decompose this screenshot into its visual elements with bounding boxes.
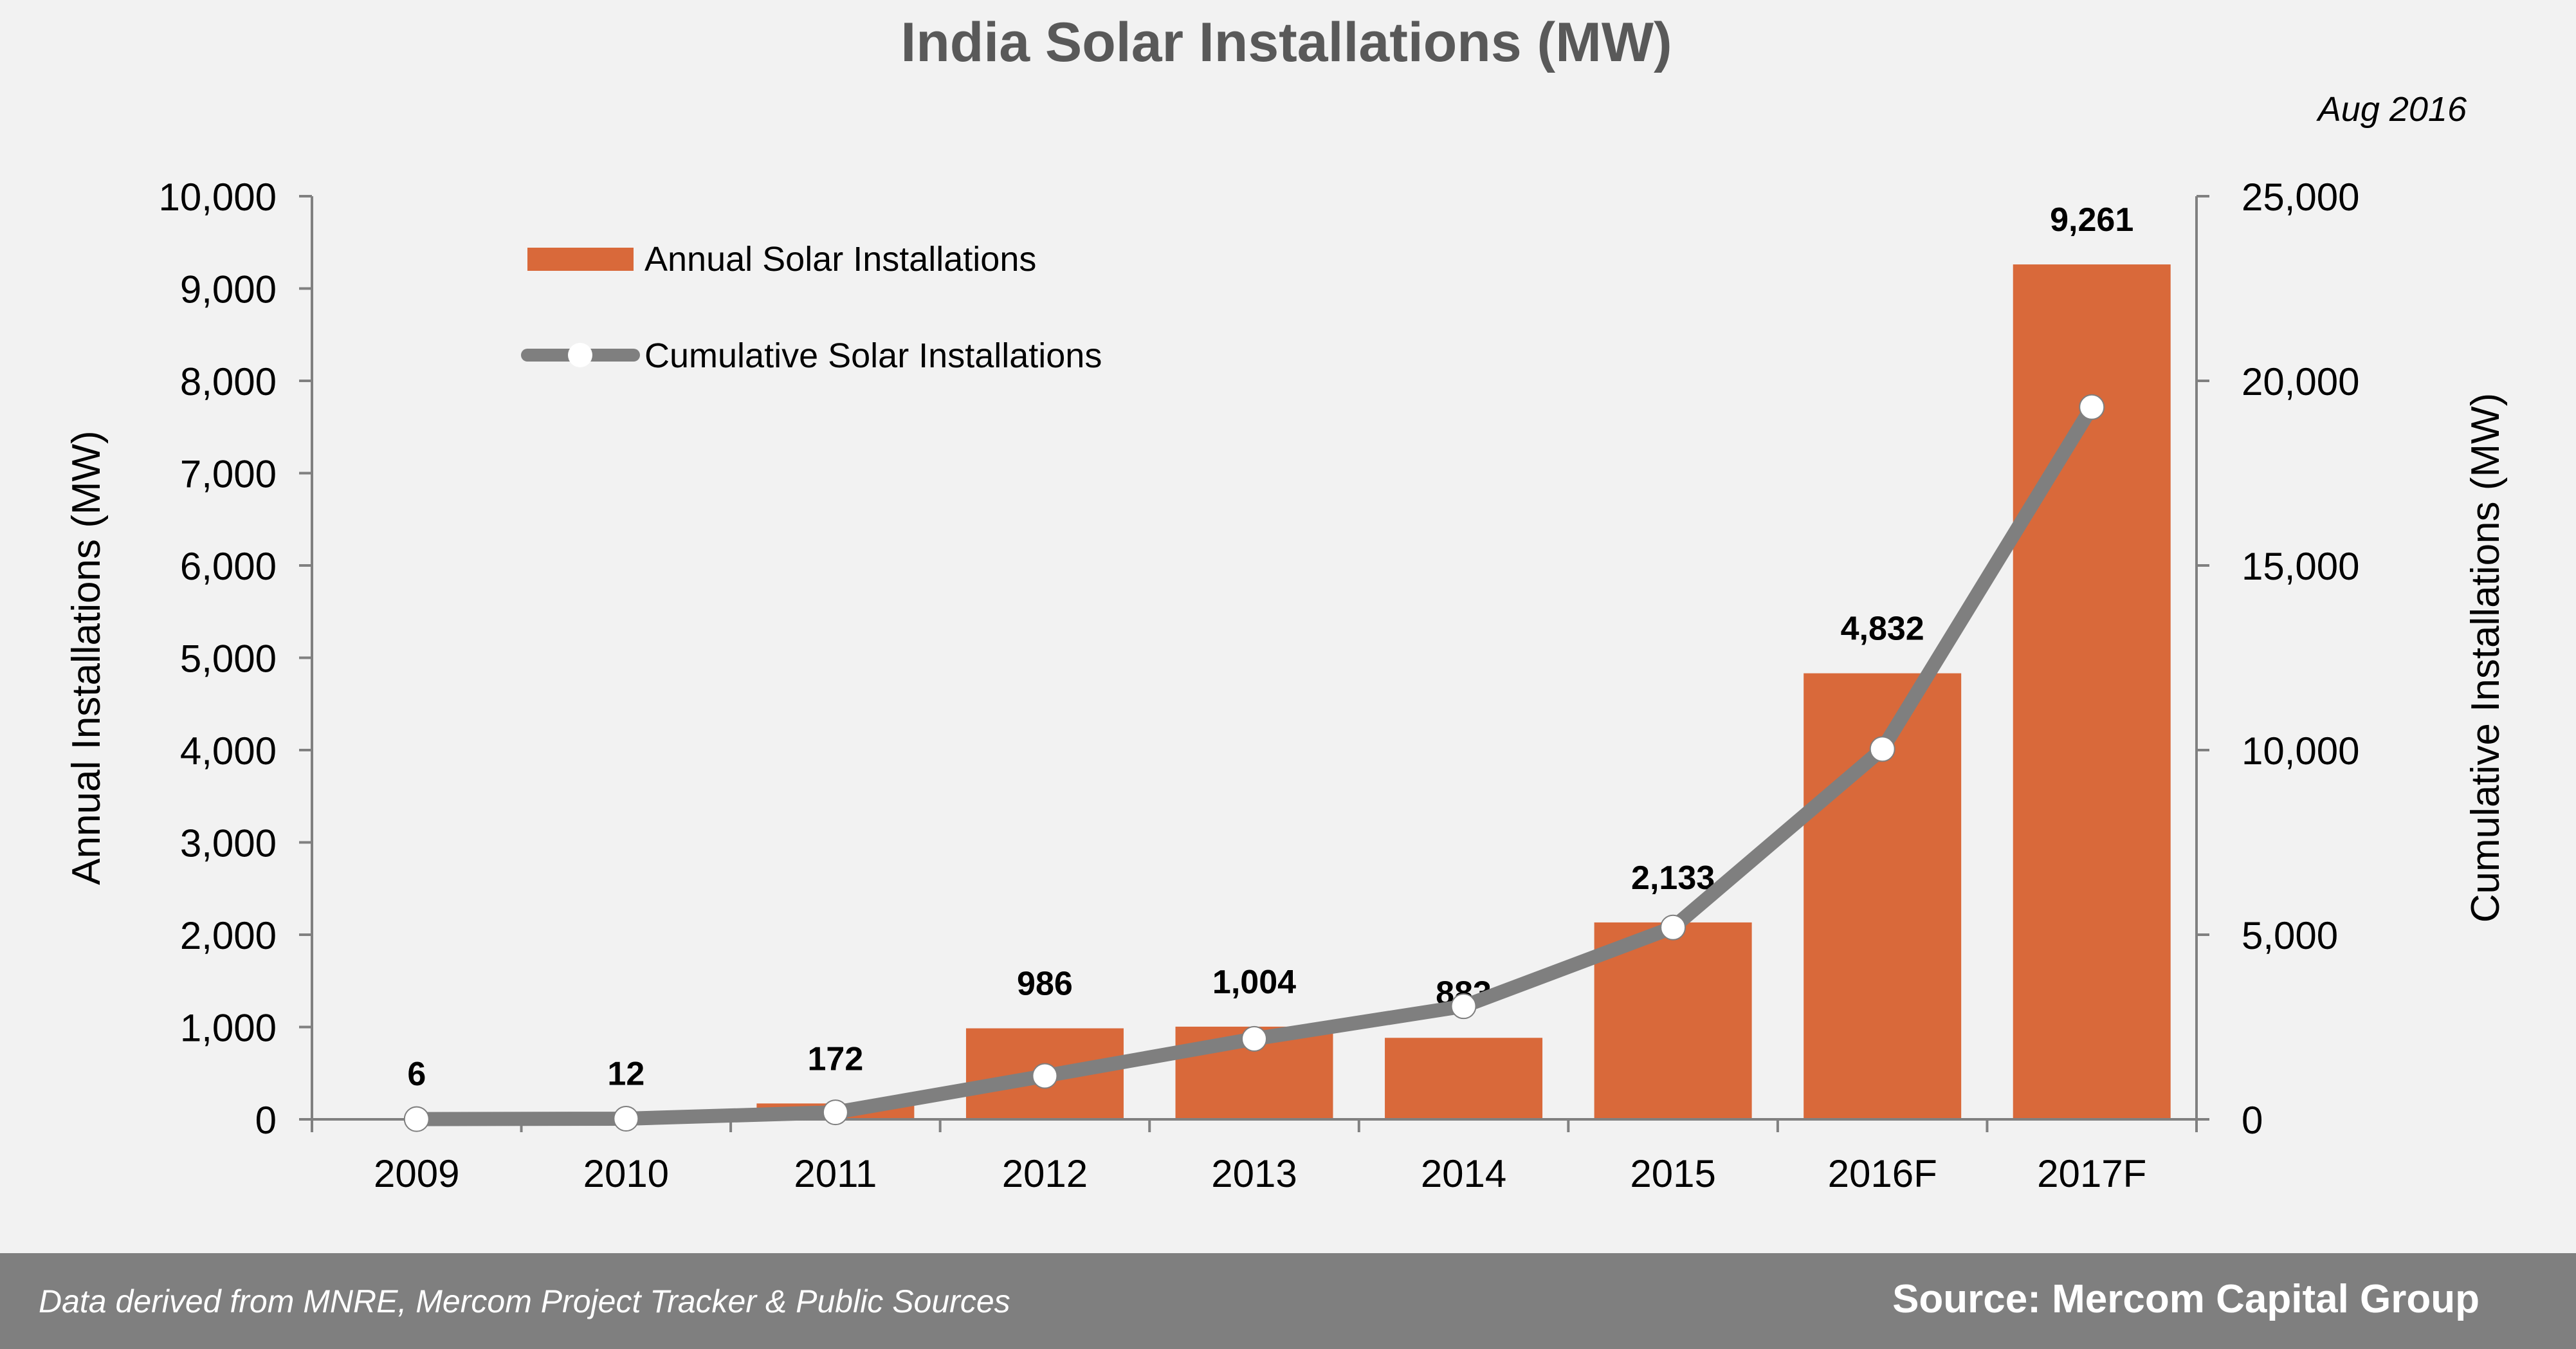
y-tick-label: 0 <box>255 1099 277 1142</box>
x-tick-label: 2009 <box>374 1152 459 1195</box>
cumulative-point <box>1660 914 1686 941</box>
data-label: 6 <box>407 1056 426 1093</box>
legend-label-cumulative: Cumulative Solar Installations <box>644 336 1102 375</box>
data-label: 4,832 <box>1841 610 1924 648</box>
y2-tick-label: 25,000 <box>2242 176 2360 219</box>
data-label: 9,261 <box>2050 201 2133 239</box>
y-tick-label: 2,000 <box>180 914 277 957</box>
bar <box>1385 1038 1543 1119</box>
x-tick-label: 2012 <box>1002 1152 1088 1195</box>
data-label: 1,004 <box>1212 964 1296 1001</box>
legend-swatch-cumulative-marker <box>568 343 592 367</box>
y-tick-label: 5,000 <box>180 638 277 681</box>
data-label: 172 <box>808 1040 864 1078</box>
x-tick-label: 2010 <box>583 1152 669 1195</box>
y-tick-label: 10,000 <box>158 176 277 219</box>
y2-tick-label: 5,000 <box>2242 914 2338 957</box>
cumulative-point <box>613 1105 639 1132</box>
date-note: Aug 2016 <box>2316 90 2467 129</box>
bar <box>2013 264 2171 1119</box>
cumulative-point <box>1032 1063 1058 1089</box>
x-tick-label: 2011 <box>794 1152 877 1195</box>
footer-note: Data derived from MNRE, Mercom Project T… <box>39 1283 1010 1319</box>
y2-tick-label: 15,000 <box>2242 545 2360 588</box>
y2-tick-label: 0 <box>2242 1099 2263 1142</box>
y-tick-label: 1,000 <box>180 1007 277 1050</box>
cumulative-point <box>403 1106 430 1132</box>
data-label: 12 <box>607 1055 644 1092</box>
chart-title: India Solar Installations (MW) <box>900 12 1672 73</box>
legend-label-annual: Annual Solar Installations <box>644 240 1036 279</box>
y-tick-label: 9,000 <box>180 268 277 311</box>
x-tick-label: 2015 <box>1630 1152 1715 1195</box>
data-label: 2,133 <box>1631 859 1715 897</box>
footer-source: Source: Mercom Capital Group <box>1892 1277 2480 1321</box>
cumulative-point <box>2079 394 2105 420</box>
y-tick-label: 6,000 <box>180 545 277 588</box>
y2-tick-label: 20,000 <box>2242 360 2360 403</box>
y-tick-label: 3,000 <box>180 822 277 865</box>
x-tick-label: 2016F <box>1828 1152 1937 1195</box>
cumulative-point <box>822 1099 848 1126</box>
cumulative-point <box>1241 1025 1267 1052</box>
x-tick-label: 2014 <box>1421 1152 1506 1195</box>
bar <box>1594 922 1752 1119</box>
x-tick-label: 2017F <box>2037 1152 2146 1195</box>
cumulative-point <box>1869 736 1895 762</box>
y-axis-title: Annual Installations (MW) <box>64 430 109 885</box>
footer-bar: Data derived from MNRE, Mercom Project T… <box>0 1253 2576 1349</box>
y-tick-label: 7,000 <box>180 453 277 496</box>
y2-tick-label: 10,000 <box>2242 730 2360 773</box>
y-tick-label: 4,000 <box>180 730 277 773</box>
legend-swatch-annual <box>527 248 634 271</box>
y-tick-label: 8,000 <box>180 360 277 403</box>
x-tick-label: 2013 <box>1211 1152 1297 1195</box>
y2-axis-title: Cumulative Installations (MW) <box>2463 393 2508 922</box>
cumulative-point <box>1450 993 1477 1020</box>
data-label: 986 <box>1017 966 1073 1003</box>
